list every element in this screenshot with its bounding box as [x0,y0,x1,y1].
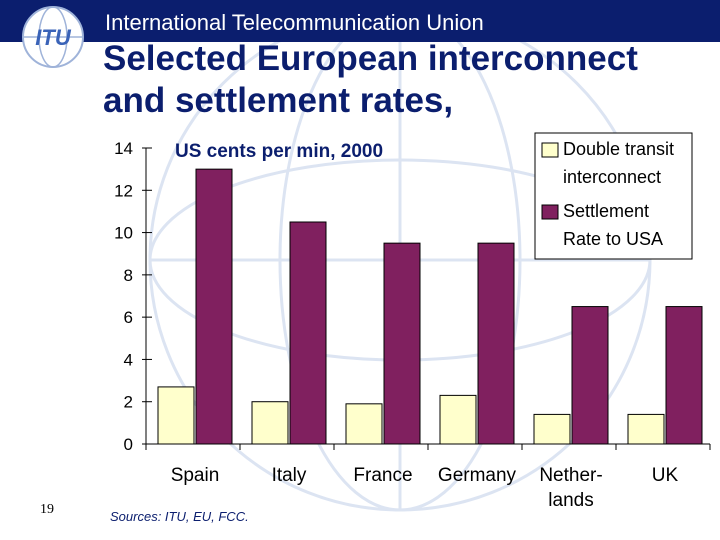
bar-interconnect [439,394,477,445]
bar-interconnect [251,401,289,445]
logo-text: ITU [35,25,72,50]
legend-swatch [541,142,559,158]
legend-swatch [541,204,559,220]
legend: Double transit interconnect Settlement Rate… [534,132,693,260]
legend-label: Rate to USA [563,229,663,249]
y-tick-label: 4 [124,350,133,369]
y-tick-label: 14 [114,139,133,158]
category-label: Germany [438,465,517,486]
itu-logo-icon: ITU [22,6,84,68]
bar-settlement [383,242,421,445]
bar-interconnect [345,403,383,445]
bar-settlement [195,168,233,445]
left-band [0,0,95,540]
y-tick-label: 6 [124,308,133,327]
title-line-1: Selected European interconnect [103,39,638,78]
bars [157,168,703,445]
category-label: Italy [272,465,307,486]
page-title: Selected European interconnect and settl… [103,38,703,122]
x-axis [145,443,711,450]
title-line-2: and settlement rates, [103,81,454,120]
org-name: International Telecommunication Union [105,10,484,35]
category-labels: Spain Italy France Germany Nether-lands UK [171,465,679,511]
sources-note: Sources: ITU, EU, FCC. [110,509,249,524]
y-tick-label: 12 [114,181,133,200]
chart-title: US cents per min, 2000 [175,141,383,162]
category-label: UK [652,465,679,486]
y-tick-label: 2 [124,393,133,412]
y-axis: 0 2 4 6 8 10 12 14 [114,139,152,454]
bar-settlement [665,306,703,445]
bar-settlement [477,242,515,445]
category-label: lands [548,490,593,511]
bar-interconnect [533,413,571,445]
bar-settlement [571,306,609,445]
y-tick-label: 8 [124,266,133,285]
bar-interconnect [627,413,665,445]
bar-interconnect [157,386,195,445]
legend-box [534,132,693,260]
slide-number: 19 [40,502,54,517]
category-label: Nether- [539,465,602,486]
legend-label: Double transit [563,139,674,159]
category-label: Spain [171,465,220,486]
legend-label: interconnect [563,167,661,187]
legend-label: Settlement [563,201,649,221]
y-tick-label: 0 [124,435,133,454]
category-label: France [353,465,412,486]
header-bar [0,0,720,42]
bar-settlement [289,221,327,445]
y-tick-label: 10 [114,224,133,243]
